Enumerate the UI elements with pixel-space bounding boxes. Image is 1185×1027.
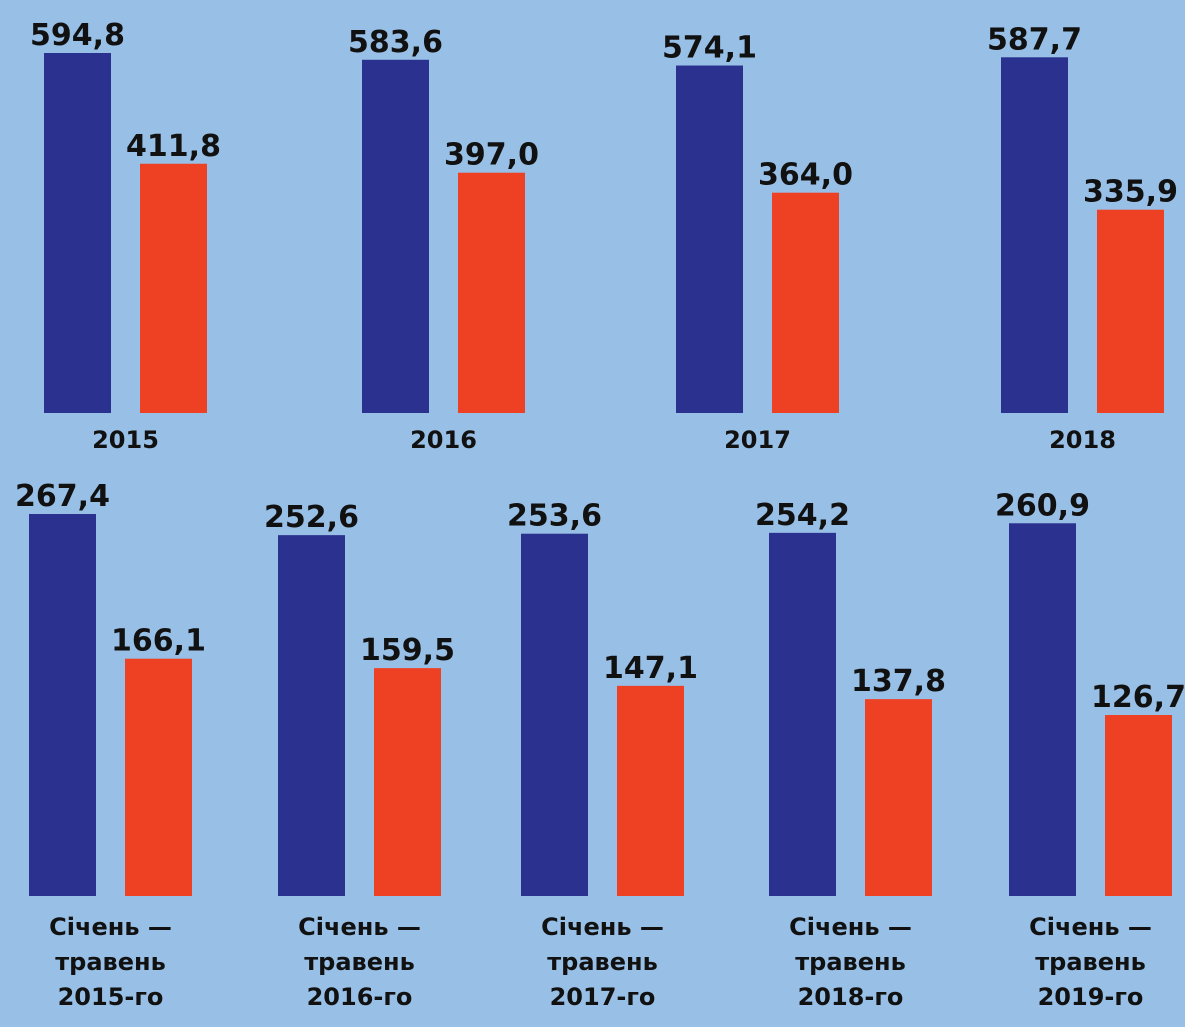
data-label: 587,7 bbox=[987, 22, 1082, 57]
bar bbox=[362, 59, 429, 413]
bar bbox=[676, 65, 743, 414]
category-label: 2018 bbox=[1049, 426, 1116, 454]
bar bbox=[140, 163, 207, 413]
bar bbox=[1001, 57, 1068, 413]
category-label: Січень — bbox=[49, 913, 172, 941]
bar bbox=[1105, 715, 1172, 896]
data-label: 252,6 bbox=[264, 500, 359, 535]
data-label: 397,0 bbox=[444, 138, 539, 173]
category-label: Січень — bbox=[298, 913, 421, 941]
bar bbox=[772, 192, 839, 413]
category-label: Січень — bbox=[789, 913, 912, 941]
data-label: 254,2 bbox=[755, 498, 850, 533]
category-label: травень bbox=[55, 948, 166, 976]
category-label: травень bbox=[547, 948, 658, 976]
data-label: 364,0 bbox=[758, 158, 853, 193]
data-label: 159,5 bbox=[360, 633, 455, 668]
category-label: 2017 bbox=[724, 426, 791, 454]
data-label: 253,6 bbox=[507, 499, 602, 534]
bar bbox=[769, 532, 836, 896]
category-label: Січень — bbox=[541, 913, 664, 941]
bar bbox=[458, 172, 525, 413]
bar bbox=[865, 699, 932, 896]
category-label: 2019-го bbox=[1038, 983, 1144, 1011]
data-label: 583,6 bbox=[348, 25, 443, 60]
category-label: Січень — bbox=[1029, 913, 1152, 941]
category-label: травень bbox=[795, 948, 906, 976]
category-label: травень bbox=[1035, 948, 1146, 976]
bar bbox=[374, 668, 441, 896]
bar bbox=[1009, 523, 1076, 896]
data-label: 594,8 bbox=[30, 18, 125, 53]
category-label: 2016-го bbox=[307, 983, 413, 1011]
category-label: 2018-го bbox=[798, 983, 904, 1011]
bar bbox=[278, 535, 345, 896]
bar bbox=[1097, 209, 1164, 413]
data-label: 137,8 bbox=[851, 664, 946, 699]
category-label: 2017-го bbox=[550, 983, 656, 1011]
data-label: 267,4 bbox=[15, 479, 110, 514]
data-label: 260,9 bbox=[995, 488, 1090, 523]
bar bbox=[125, 658, 192, 896]
bar bbox=[29, 514, 96, 896]
data-label: 411,8 bbox=[126, 129, 221, 164]
data-label: 126,7 bbox=[1091, 680, 1185, 715]
category-label: 2016 bbox=[410, 426, 477, 454]
category-label: 2015-го bbox=[58, 983, 164, 1011]
data-label: 147,1 bbox=[603, 651, 698, 686]
bar bbox=[521, 533, 588, 896]
bar bbox=[44, 53, 111, 413]
category-label: 2015 bbox=[92, 426, 159, 454]
data-label: 335,9 bbox=[1083, 175, 1178, 210]
category-label: травень bbox=[304, 948, 415, 976]
bar bbox=[617, 685, 684, 896]
data-label: 574,1 bbox=[662, 31, 757, 66]
data-label: 166,1 bbox=[111, 624, 206, 659]
